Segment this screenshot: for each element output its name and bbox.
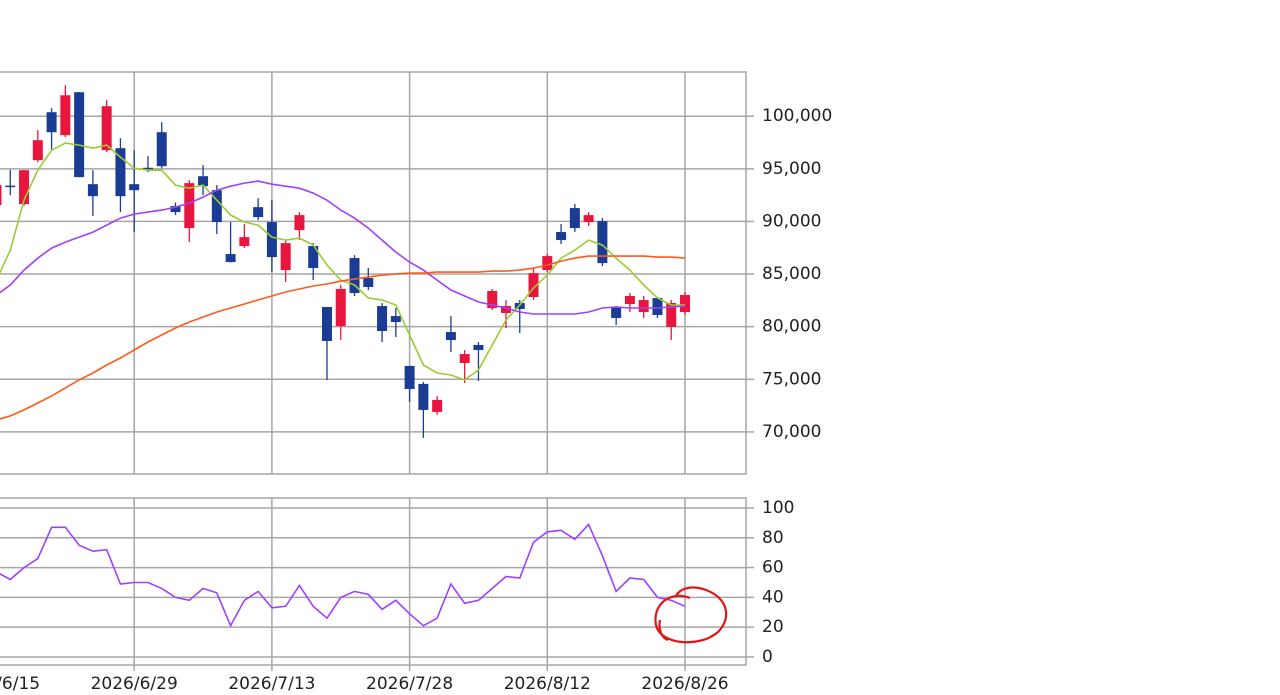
x-tick-label: 2026/6/15 xyxy=(0,674,40,694)
candle-body xyxy=(101,106,112,151)
y-tick-label: 90,000 xyxy=(762,211,821,231)
ma-line xyxy=(0,142,685,381)
y-tick-label: 95,000 xyxy=(762,159,821,179)
oscillator-panel xyxy=(0,497,747,666)
candle-body xyxy=(473,344,484,351)
candle-body xyxy=(211,190,222,223)
x-tick-label: 2026/8/26 xyxy=(641,674,728,694)
candle-body xyxy=(60,95,71,136)
candle-body xyxy=(445,332,456,341)
candle-body xyxy=(198,176,209,187)
candle-body xyxy=(390,316,401,323)
candle-body xyxy=(404,365,415,389)
candle-body xyxy=(87,184,98,197)
main-panel xyxy=(0,71,747,475)
x-tick-label: 2026/6/29 xyxy=(91,674,178,694)
y-tick-label: 80 xyxy=(762,528,784,548)
candle-body xyxy=(377,306,388,331)
candle-body xyxy=(253,207,264,218)
candle-body xyxy=(225,254,236,263)
candle-body xyxy=(611,306,622,319)
y-tick-label: 0 xyxy=(762,647,773,667)
candle-body xyxy=(363,278,374,287)
candle-body xyxy=(280,243,291,271)
candle-body xyxy=(680,294,690,313)
ma-line xyxy=(0,522,686,628)
candle-body xyxy=(418,383,429,410)
candle-body xyxy=(5,185,16,188)
candle-body xyxy=(19,170,30,205)
ma-line xyxy=(0,255,686,420)
candle-body xyxy=(569,208,580,229)
y-tick-label: 20 xyxy=(762,617,784,637)
candle-body xyxy=(528,273,539,297)
candle-body xyxy=(652,298,663,315)
candle-body xyxy=(500,306,511,313)
candle-body xyxy=(556,232,567,241)
candle-body xyxy=(170,206,181,213)
candle-body xyxy=(156,132,167,167)
candle-body xyxy=(308,246,319,269)
x-tick-label: 2026/7/28 xyxy=(366,674,453,694)
candle-body xyxy=(32,140,43,161)
candle-body xyxy=(666,302,677,327)
candle-body xyxy=(335,288,346,327)
candle-body xyxy=(266,222,277,258)
candle-body xyxy=(542,256,553,271)
y-tick-label: 60 xyxy=(762,558,784,578)
y-tick-label: 40 xyxy=(762,587,784,607)
hand-drawn-circle xyxy=(654,586,728,644)
candle-body xyxy=(46,112,57,133)
candle-body xyxy=(597,221,608,264)
candle-body xyxy=(624,296,635,305)
plot-layer: 70,000 75,000 80,000 85,000 90,000 95,000 100,… xyxy=(0,72,832,694)
candle-body xyxy=(321,306,332,341)
y-tick-label: 75,000 xyxy=(762,369,821,389)
candle-body xyxy=(583,215,594,223)
candle-body xyxy=(74,92,85,178)
candle-body xyxy=(184,183,195,229)
candle-body xyxy=(294,215,305,231)
y-tick-label: 100,000 xyxy=(762,106,832,126)
y-tick-label: 70,000 xyxy=(762,422,821,442)
candle-body xyxy=(487,290,498,309)
y-tick-label: 80,000 xyxy=(762,317,821,337)
x-tick-label: 2026/8/12 xyxy=(504,674,591,694)
candle-body xyxy=(459,354,470,363)
candle-body xyxy=(129,184,140,191)
candle-body xyxy=(142,167,153,170)
candle-body xyxy=(115,148,126,197)
candle-body xyxy=(432,399,443,412)
candle-body xyxy=(0,185,2,206)
candle-body xyxy=(239,237,250,247)
ma-line xyxy=(0,180,686,315)
candle-body xyxy=(638,300,649,313)
y-tick-label: 100 xyxy=(762,498,794,518)
x-tick-label: 2026/7/13 xyxy=(228,674,315,694)
candle-body xyxy=(349,258,360,293)
y-tick-label: 85,000 xyxy=(762,264,821,284)
